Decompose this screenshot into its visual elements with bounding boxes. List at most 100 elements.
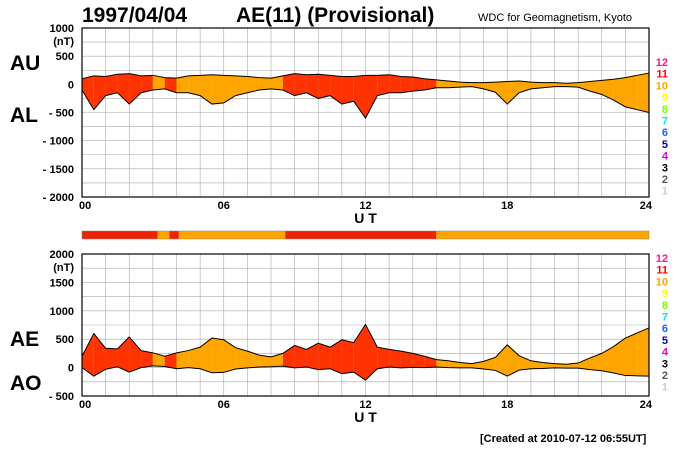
area-segment — [282, 73, 295, 96]
legend-item: 8 — [662, 104, 668, 116]
y-tick-label: - 1000 — [43, 136, 74, 148]
area-segment — [400, 76, 413, 93]
y-tick-label: 0 — [68, 79, 74, 91]
area-segment — [129, 336, 142, 373]
area-segment — [105, 74, 118, 96]
legend-item: 2 — [662, 174, 668, 186]
x-tick-label: 12 — [359, 399, 371, 411]
area-segment — [507, 344, 520, 377]
area-segment — [176, 350, 189, 369]
ao-series-line — [81, 365, 650, 381]
area-segment — [589, 353, 602, 371]
created-timestamp: [Created at 2010-07-12 06:55UT] — [480, 433, 647, 445]
area-segment — [318, 74, 331, 99]
area-segment — [365, 324, 378, 381]
side-label-ae: AE — [10, 328, 39, 351]
area-segment — [637, 327, 649, 377]
ae-series-line — [81, 323, 650, 365]
area-segment — [211, 338, 224, 373]
area-segment — [211, 74, 224, 105]
x-tick-label: 18 — [501, 200, 513, 212]
area-segment — [141, 75, 153, 93]
area-segment — [188, 347, 201, 369]
y-tick-label: - 2000 — [43, 192, 74, 204]
legend-item: 10 — [656, 276, 668, 288]
legend-item: 5 — [662, 139, 668, 151]
area-segment — [625, 332, 638, 376]
panel-frame — [81, 27, 650, 198]
x-tick-label: 00 — [79, 200, 91, 212]
area-segment — [519, 355, 531, 371]
area-segment — [353, 75, 366, 119]
area-segment — [412, 353, 425, 368]
x-tick-label: 18 — [501, 399, 513, 411]
panel-frame — [81, 253, 650, 397]
x-tick-label: 24 — [640, 399, 653, 411]
area-segment — [82, 333, 94, 377]
area-segment — [306, 74, 319, 99]
area-segment — [530, 82, 543, 89]
area-segment — [294, 345, 307, 368]
area-segment — [141, 350, 153, 368]
ae-ao-panel: 2000 1500 1000 500 0 - 500 (nT) 00 06 12 18 24 U T AE… — [10, 249, 653, 425]
area-segment — [412, 77, 425, 92]
legend-item: 10 — [656, 80, 668, 92]
area-segment — [554, 82, 567, 87]
area-segment — [164, 77, 177, 93]
area-segment — [117, 336, 130, 373]
legend-item: 3 — [662, 358, 668, 370]
legend-item: 2 — [662, 370, 668, 382]
area-segment — [117, 73, 130, 105]
area-segment — [176, 75, 189, 93]
area-segment — [164, 352, 177, 369]
area-segment — [400, 351, 413, 368]
y-tick-label: 1500 — [50, 277, 74, 289]
legend-item: 6 — [662, 127, 668, 139]
side-label-ao: AO — [10, 372, 42, 395]
area-segment — [495, 344, 508, 377]
area-segment — [542, 362, 555, 369]
area-segment — [424, 78, 437, 90]
x-tick-label: 06 — [218, 399, 230, 411]
legend-item: 7 — [662, 116, 668, 128]
area-segment — [93, 75, 106, 110]
legend-item: 1 — [662, 382, 668, 394]
area-segment — [306, 343, 319, 370]
area-segment — [235, 347, 248, 370]
station-count-bar — [81, 230, 650, 240]
area-segment — [519, 80, 531, 93]
area-segment — [330, 75, 342, 105]
area-segment — [448, 80, 460, 88]
area-segment — [330, 339, 342, 374]
area-segment — [271, 75, 283, 90]
y-tick-label: 1000 — [50, 23, 74, 35]
area-segment — [507, 80, 520, 105]
y-tick-label: 0 — [68, 363, 74, 375]
legend-item: 11 — [656, 265, 668, 277]
side-label-au: AU — [10, 52, 40, 75]
y-unit-label: (nT) — [53, 36, 74, 48]
x-tick-label: 00 — [79, 399, 91, 411]
area-segment — [436, 79, 449, 88]
area-segment — [377, 347, 390, 369]
area-segment — [271, 353, 283, 367]
area-segment — [377, 74, 390, 96]
area-segment — [93, 333, 106, 377]
plot-date: 1997/04/04 — [82, 4, 188, 27]
plot-title: AE(11) (Provisional) — [236, 4, 435, 27]
area-segment — [152, 75, 165, 90]
area-segment — [294, 73, 307, 96]
area-segment — [471, 82, 484, 89]
area-segment — [318, 343, 331, 370]
area-segment — [105, 348, 118, 370]
area-segment — [460, 82, 472, 88]
y-tick-label: - 500 — [49, 391, 74, 403]
y-tick-label: - 500 — [49, 108, 74, 120]
y-unit-label: (nT) — [53, 262, 74, 274]
legend-item: 12 — [656, 57, 668, 69]
area-segment — [129, 73, 142, 105]
area-segment — [247, 76, 260, 93]
area-segment — [282, 345, 295, 368]
